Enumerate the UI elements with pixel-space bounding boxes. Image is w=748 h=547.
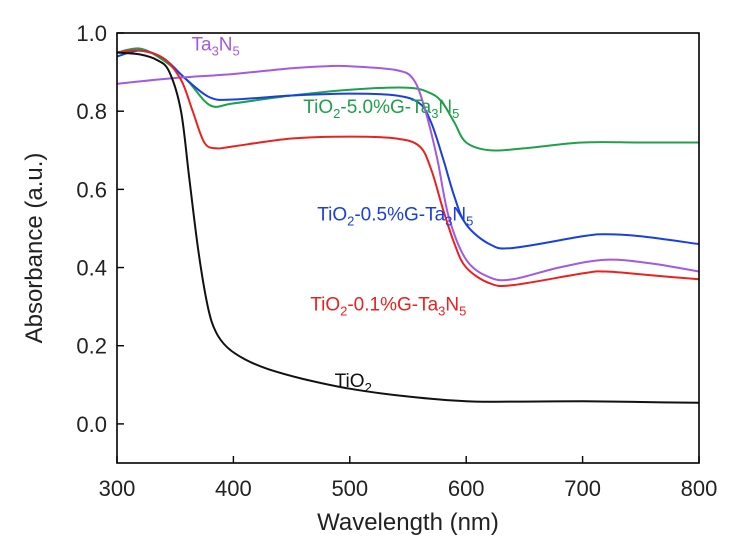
series-line-3 — [116, 49, 700, 288]
series-label-part: 5 — [459, 304, 466, 319]
series-label-part: TiO — [303, 97, 333, 118]
series-label-part: 5 — [466, 214, 473, 229]
x-tick-label: 700 — [564, 476, 601, 501]
series-labels: TiO2-5.0%G-Ta3N5TiO2-0.5%G-Ta3N5Ta3N5TiO… — [191, 35, 473, 395]
y-tick-label: 0.8 — [76, 99, 107, 124]
series-label-part: Ta — [191, 35, 212, 56]
y-axis-ticks: 0.0 0.2 0.4 0.6 0.8 1.0 — [76, 21, 124, 437]
x-tick-label: 300 — [99, 476, 136, 501]
series-label-part: TiO — [335, 371, 365, 392]
y-tick-label: 0.0 — [76, 412, 107, 437]
series-label-part: 2 — [333, 106, 340, 121]
series-label-part: TiO — [310, 295, 340, 316]
series-label-part: N — [438, 97, 452, 118]
series-layer — [116, 47, 700, 404]
x-axis-title: Wavelength (nm) — [317, 509, 499, 536]
series-label-part: TiO — [317, 205, 347, 226]
series-label-part: 3 — [431, 106, 438, 121]
series-label-part: 3 — [445, 214, 452, 229]
y-tick-label: 1.0 — [76, 21, 107, 46]
x-tick-label: 500 — [331, 476, 368, 501]
series-label-part: 2 — [347, 214, 354, 229]
series-label-3: TiO2-0.1%G-Ta3N5 — [310, 295, 466, 319]
series-label-part: 2 — [340, 304, 347, 319]
series-label-2: Ta3N5 — [191, 35, 239, 59]
y-tick-label: 0.6 — [76, 177, 107, 202]
series-line-4 — [116, 51, 700, 404]
series-label-part: 3 — [438, 304, 445, 319]
series-label-part: -0.1%G-Ta — [347, 295, 438, 316]
series-label-part: 5 — [233, 44, 240, 59]
y-tick-label: 0.4 — [76, 256, 107, 281]
x-tick-label: 800 — [681, 476, 718, 501]
series-label-4: TiO2 — [335, 371, 372, 395]
series-label-part: -0.5%G-Ta — [354, 205, 445, 226]
plot-frame — [116, 32, 700, 464]
series-label-part: 3 — [212, 44, 219, 59]
x-tick-label: 400 — [215, 476, 252, 501]
series-label-part: N — [452, 205, 466, 226]
series-label-part: 5 — [452, 106, 459, 121]
series-label-part: N — [445, 295, 459, 316]
series-label-part: -5.0%G-Ta — [340, 97, 431, 118]
series-line-2 — [116, 64, 700, 282]
x-axis-ticks: 300 400 500 600 700 800 — [99, 456, 718, 501]
y-axis-title: Absorbance (a.u.) — [21, 153, 48, 344]
series-label-part: N — [219, 35, 233, 56]
x-tick-label: 600 — [448, 476, 485, 501]
series-label-1: TiO2-0.5%G-Ta3N5 — [317, 205, 473, 229]
series-label-part: 2 — [365, 380, 372, 395]
y-tick-label: 0.2 — [76, 334, 107, 359]
series-label-0: TiO2-5.0%G-Ta3N5 — [303, 97, 459, 121]
